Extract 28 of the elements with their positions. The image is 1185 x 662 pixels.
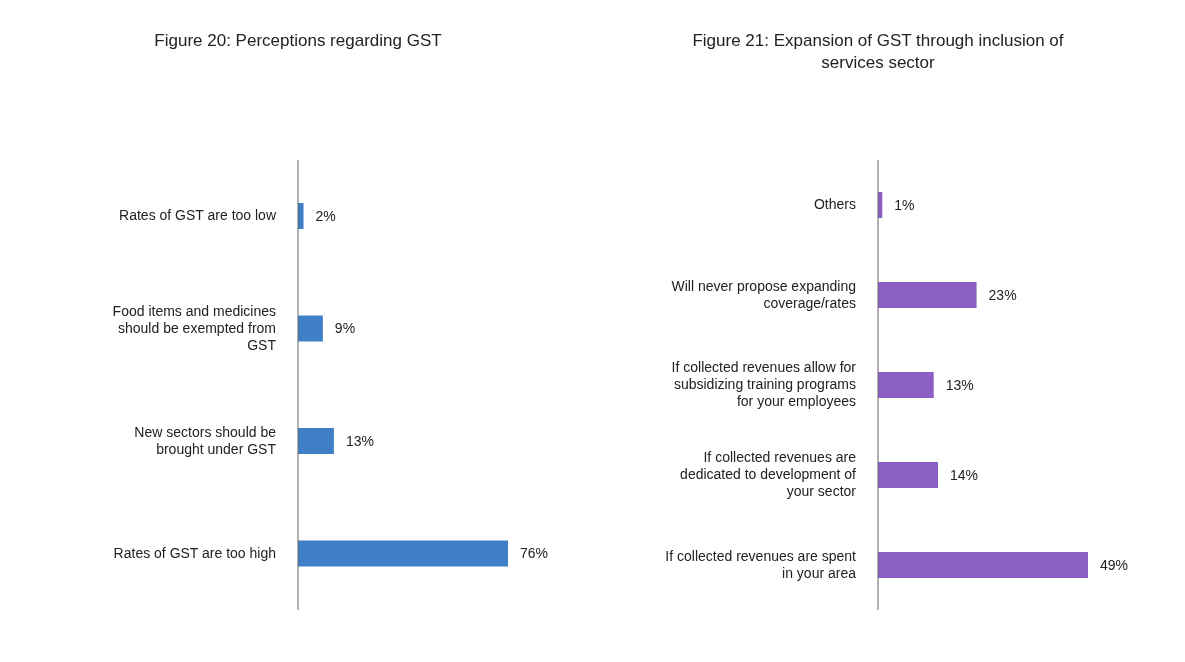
bar — [298, 315, 323, 342]
bar — [878, 462, 938, 488]
y-tick-label: If collected revenues are dedicated to development of your sector — [680, 448, 857, 499]
bar — [878, 552, 1088, 578]
data-label: 49% — [1100, 556, 1129, 573]
data-label: 2% — [315, 207, 336, 224]
bar — [878, 282, 977, 308]
y-tick-label: If collected revenues allow for subsidizing training programs for your employees — [671, 358, 857, 409]
y-tick-label: New sectors should be brought under GST — [134, 423, 277, 457]
data-label: 13% — [945, 376, 974, 393]
bar — [878, 372, 934, 398]
data-label: 76% — [520, 545, 549, 562]
data-label: 9% — [334, 320, 356, 337]
bar — [298, 540, 508, 567]
y-tick-label: If collected revenues are spent in your area — [665, 547, 857, 581]
chart-title: Figure 21: Expansion of GST through inclusion of services sector — [691, 30, 1065, 74]
bar — [298, 428, 334, 454]
y-tick-label: Will never propose expanding coverage/rates — [671, 277, 856, 311]
data-label: 14% — [950, 466, 979, 483]
y-tick-label: Rates of GST are too low — [119, 206, 277, 223]
y-tick-label: Food items and medicines should be exempted from GST — [112, 302, 277, 353]
data-label: 23% — [988, 286, 1017, 303]
data-label: 1% — [894, 196, 915, 213]
y-tick-label: Rates of GST are too high — [113, 544, 276, 561]
chart-title: Figure 20: Perceptions regarding GST — [153, 30, 443, 52]
data-label: 13% — [345, 432, 374, 449]
y-tick-label: Others — [813, 195, 856, 212]
bar — [298, 203, 304, 229]
